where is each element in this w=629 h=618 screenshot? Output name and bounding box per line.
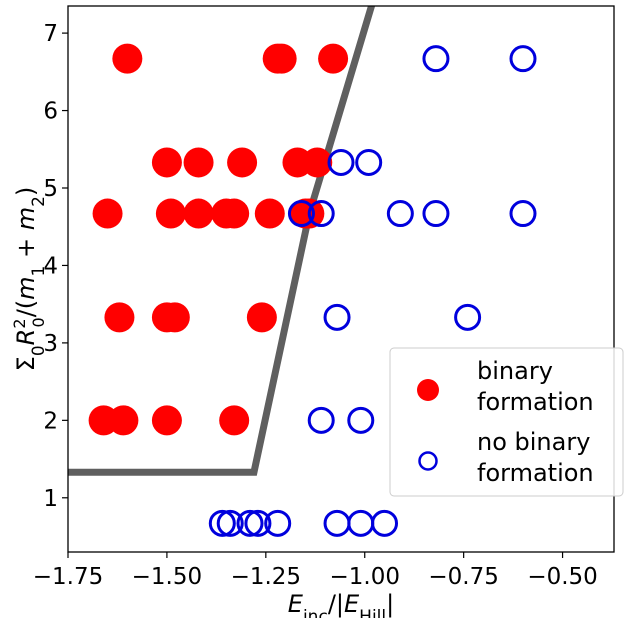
legend-label-no-binary-formation-line1: no binary (477, 428, 590, 456)
y-axis: 1 2 3 4 5 6 7 (43, 21, 68, 512)
point-binary-formation (159, 302, 190, 333)
boundary-line (68, 6, 376, 476)
legend-label-no-binary-formation-line2: formation (477, 459, 594, 487)
x-axis: −1.75 −1.50 −1.25 −1.00 −0.75 −0.50 (33, 552, 598, 590)
legend-box (389, 347, 624, 497)
y-tick-label: 3 (43, 331, 58, 357)
y-tick-label: 1 (43, 486, 58, 512)
y-tick-label: 2 (43, 408, 58, 434)
legend-label-binary-formation-line1: binary (477, 357, 553, 385)
legend-marker-binary-formation (417, 379, 439, 401)
point-binary-formation (318, 43, 349, 74)
point-binary-formation (227, 147, 258, 178)
x-tick-label: −1.25 (231, 564, 301, 590)
point-no-binary-formation (422, 45, 450, 73)
point-binary-formation (302, 147, 333, 178)
point-no-binary-formation (323, 303, 351, 331)
point-no-binary-formation (244, 509, 272, 537)
x-tick-label: −1.75 (33, 564, 103, 590)
y-tick-label: 7 (43, 21, 58, 47)
x-tick-label: −0.75 (428, 564, 498, 590)
point-no-binary-formation (307, 406, 335, 434)
point-no-binary-formation (422, 200, 450, 228)
y-tick-label: 5 (43, 176, 58, 202)
point-binary-formation (266, 43, 297, 74)
point-binary-formation (112, 43, 143, 74)
point-binary-formation (246, 302, 277, 333)
point-binary-formation (104, 302, 135, 333)
y-tick-label: 4 (43, 253, 58, 279)
point-binary-formation (254, 198, 285, 229)
point-binary-formation (183, 147, 214, 178)
x-tick-label: −1.50 (132, 564, 202, 590)
y-tick-label: 6 (43, 99, 58, 125)
point-binary-formation (92, 198, 123, 229)
y-axis-label: Σ0R20/(m1 + m2) (10, 187, 50, 372)
point-no-binary-formation (509, 45, 537, 73)
point-no-binary-formation (386, 200, 414, 228)
svg-text:Σ0R20/(m1 + m2): Σ0R20/(m1 + m2) (10, 187, 50, 372)
point-no-binary-formation (236, 509, 264, 537)
point-no-binary-formation (323, 509, 351, 537)
plot-frame (67, 5, 615, 553)
point-no-binary-formation (347, 509, 375, 537)
point-binary-formation (151, 147, 182, 178)
point-no-binary-formation (347, 406, 375, 434)
point-no-binary-formation (371, 509, 399, 537)
point-no-binary-formation (355, 148, 383, 176)
data-points (88, 43, 537, 537)
point-binary-formation (108, 405, 139, 436)
legend-marker-no-binary-formation (418, 451, 438, 471)
point-no-binary-formation (327, 148, 355, 176)
point-no-binary-formation (208, 509, 236, 537)
point-binary-formation (183, 198, 214, 229)
point-no-binary-formation (264, 509, 292, 537)
plot-area (68, 6, 537, 537)
point-binary-formation (155, 198, 186, 229)
x-tick-label: −1.00 (329, 564, 399, 590)
point-no-binary-formation (307, 200, 335, 228)
point-binary-formation (151, 405, 182, 436)
point-no-binary-formation (454, 303, 482, 331)
x-axis-label: Einc/|EHill| (288, 590, 394, 618)
point-binary-formation (219, 405, 250, 436)
x-tick-label: −0.50 (527, 564, 597, 590)
legend: binary formation no binary formation (389, 347, 624, 497)
point-binary-formation (219, 198, 250, 229)
legend-label-binary-formation-line2: formation (477, 388, 594, 416)
svg-text:Einc/|EHill|: Einc/|EHill| (288, 590, 394, 618)
point-no-binary-formation (287, 200, 315, 228)
point-no-binary-formation (216, 509, 244, 537)
point-no-binary-formation (509, 200, 537, 228)
